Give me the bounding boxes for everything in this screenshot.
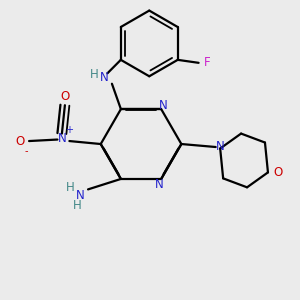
Text: N: N bbox=[100, 71, 109, 84]
Text: N: N bbox=[159, 99, 168, 112]
Text: -: - bbox=[25, 146, 28, 157]
Text: +: + bbox=[65, 125, 74, 135]
Text: N: N bbox=[155, 178, 164, 191]
Text: O: O bbox=[60, 90, 70, 103]
Text: O: O bbox=[274, 166, 283, 179]
Text: O: O bbox=[16, 134, 25, 148]
Text: F: F bbox=[204, 56, 210, 69]
Text: N: N bbox=[216, 140, 224, 153]
Text: N: N bbox=[58, 132, 66, 145]
Text: H: H bbox=[90, 68, 98, 81]
Text: H: H bbox=[66, 182, 74, 194]
Text: H: H bbox=[73, 199, 82, 212]
Text: N: N bbox=[76, 189, 85, 202]
